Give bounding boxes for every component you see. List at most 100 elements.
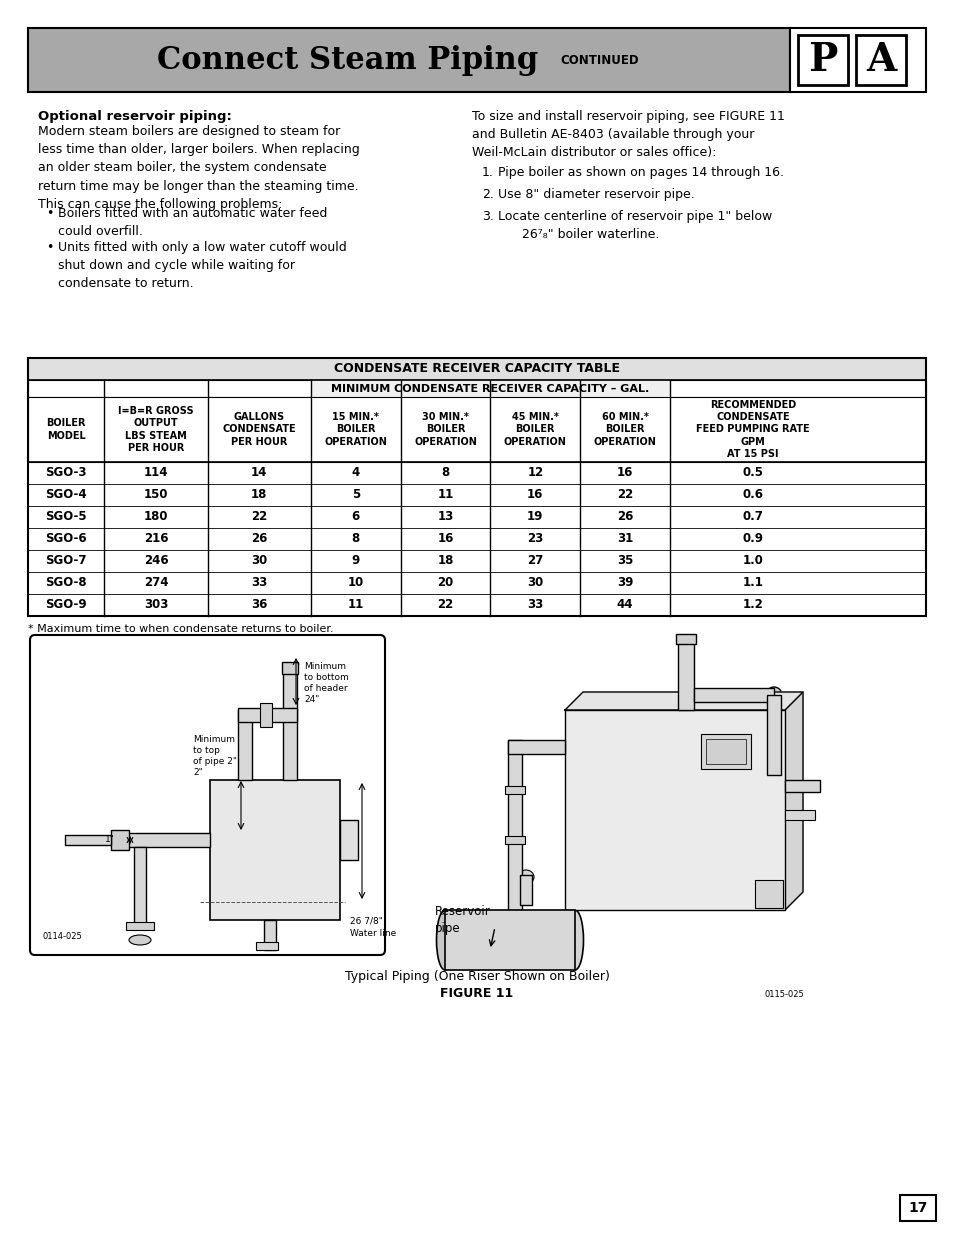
Polygon shape (784, 692, 802, 910)
Text: 22: 22 (617, 489, 633, 501)
Text: 16: 16 (436, 532, 454, 546)
Text: Reservoir
pipe: Reservoir pipe (435, 905, 490, 935)
Text: 23: 23 (527, 532, 543, 546)
Bar (111, 830, 129, 850)
Text: 16: 16 (527, 489, 543, 501)
Text: 35: 35 (617, 555, 633, 568)
Bar (126, 923, 153, 930)
Text: Pipe boiler as shown on pages 14 through 16.: Pipe boiler as shown on pages 14 through… (497, 165, 783, 179)
Bar (700, 734, 751, 769)
Text: 45 MIN.*
BOILER
OPERATION: 45 MIN.* BOILER OPERATION (503, 412, 566, 447)
Bar (564, 710, 784, 910)
Bar (444, 910, 575, 969)
Bar (789, 28, 925, 91)
Text: 1.1: 1.1 (742, 577, 762, 589)
Text: Boilers fitted with an automatic water feed
could overfill.: Boilers fitted with an automatic water f… (58, 207, 327, 238)
Text: 216: 216 (144, 532, 168, 546)
Text: 11: 11 (437, 489, 454, 501)
Text: GALLONS
CONDENSATE
PER HOUR: GALLONS CONDENSATE PER HOUR (222, 412, 295, 447)
Bar (264, 920, 275, 950)
Text: 246: 246 (144, 555, 168, 568)
Text: CONDENSATE RECEIVER CAPACITY TABLE: CONDENSATE RECEIVER CAPACITY TABLE (334, 363, 619, 375)
Text: To size and install reservoir piping, see FIGURE 11
and Bulletin AE-8403 (availa: To size and install reservoir piping, se… (472, 110, 784, 159)
Text: SGO-4: SGO-4 (46, 489, 87, 501)
Text: 30: 30 (251, 555, 267, 568)
Text: 114: 114 (144, 467, 168, 479)
Bar (210, 781, 339, 920)
FancyBboxPatch shape (30, 635, 385, 955)
Bar (28, 28, 789, 91)
Bar (133, 847, 146, 927)
Text: 6: 6 (352, 510, 359, 524)
Bar (754, 881, 782, 908)
Text: Typical Piping (One Riser Shown on Boiler): Typical Piping (One Riser Shown on Boile… (344, 969, 609, 983)
Text: 4: 4 (352, 467, 359, 479)
Text: Units fitted with only a low water cutoff would
shut down and cycle while waitin: Units fitted with only a low water cutof… (58, 241, 346, 290)
Text: SGO-9: SGO-9 (46, 599, 87, 611)
Text: P: P (807, 41, 837, 79)
Text: Modern steam boilers are designed to steam for
less time than older, larger boil: Modern steam boilers are designed to ste… (38, 125, 359, 211)
Text: 17: 17 (907, 1200, 926, 1215)
Text: FIGURE 11: FIGURE 11 (440, 987, 513, 1000)
Text: 26: 26 (251, 532, 267, 546)
Text: Minimum
to top
of pipe 2"
2": Minimum to top of pipe 2" 2" (193, 735, 236, 777)
Bar (705, 739, 745, 764)
Text: 180: 180 (144, 510, 168, 524)
Bar (855, 35, 905, 85)
Text: 0.6: 0.6 (741, 489, 762, 501)
Text: 36: 36 (251, 599, 267, 611)
Bar (28, 358, 925, 380)
Text: 19: 19 (527, 510, 543, 524)
Text: 27: 27 (527, 555, 543, 568)
Ellipse shape (129, 935, 151, 945)
Text: 15 MIN.*
BOILER
OPERATION: 15 MIN.* BOILER OPERATION (324, 412, 387, 447)
Text: 16: 16 (617, 467, 633, 479)
Text: 274: 274 (144, 577, 168, 589)
Text: 18: 18 (436, 555, 454, 568)
Bar (255, 942, 277, 950)
Text: 30 MIN.*
BOILER
OPERATION: 30 MIN.* BOILER OPERATION (414, 412, 476, 447)
Bar (519, 876, 532, 905)
Text: 26: 26 (617, 510, 633, 524)
Text: 20: 20 (437, 577, 454, 589)
Bar (237, 708, 296, 722)
Text: 0.7: 0.7 (742, 510, 762, 524)
Bar (504, 785, 524, 794)
Bar (766, 695, 781, 776)
Text: 13: 13 (437, 510, 454, 524)
Bar (339, 820, 357, 860)
Text: * Maximum time to when condensate returns to boiler.: * Maximum time to when condensate return… (28, 624, 334, 634)
Bar (507, 740, 521, 920)
Bar (28, 380, 925, 396)
Bar (260, 703, 272, 727)
Bar (28, 396, 925, 462)
Text: 150: 150 (144, 489, 168, 501)
Text: 22: 22 (251, 510, 267, 524)
Bar (28, 358, 925, 616)
Text: 44: 44 (617, 599, 633, 611)
Text: 60 MIN.*
BOILER
OPERATION: 60 MIN.* BOILER OPERATION (593, 412, 656, 447)
Bar (784, 810, 814, 820)
Text: 11: 11 (347, 599, 363, 611)
Bar (311, 380, 669, 396)
Text: 5: 5 (352, 489, 359, 501)
Text: 33: 33 (251, 577, 267, 589)
Text: 0115-025: 0115-025 (764, 990, 804, 999)
Text: 31: 31 (617, 532, 633, 546)
Text: 8: 8 (352, 532, 359, 546)
Text: 9: 9 (352, 555, 359, 568)
Text: 22: 22 (437, 599, 454, 611)
Text: 1": 1" (105, 835, 114, 844)
Text: Use 8" diameter reservoir pipe.: Use 8" diameter reservoir pipe. (497, 188, 694, 201)
Text: 14: 14 (251, 467, 267, 479)
Text: SGO-3: SGO-3 (46, 467, 87, 479)
Bar (507, 914, 558, 927)
Text: Optional reservoir piping:: Optional reservoir piping: (38, 110, 232, 124)
Bar (237, 710, 252, 781)
Text: 1.: 1. (481, 165, 494, 179)
Text: 12: 12 (527, 467, 543, 479)
Text: 3.: 3. (481, 210, 494, 224)
Bar (676, 634, 696, 643)
Text: 39: 39 (617, 577, 633, 589)
Text: Minimum
to bottom
of header
24": Minimum to bottom of header 24" (304, 662, 349, 704)
